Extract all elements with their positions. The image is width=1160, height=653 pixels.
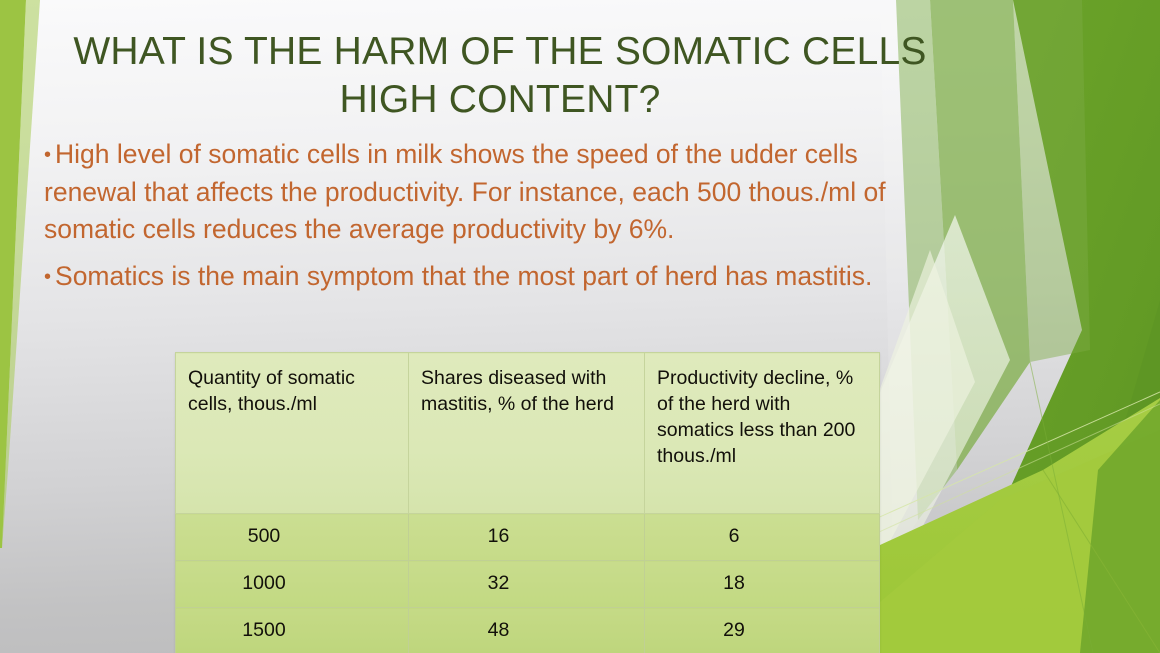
cell-quantity: 500 [175, 513, 409, 561]
column-header-productivity-decline: Productivity decline, % of the herd with… [644, 352, 880, 514]
page-title: What is the harm of the somatic cells hi… [73, 30, 927, 121]
bullet-text: Somatics is the main symptom that the mo… [55, 261, 873, 291]
cell-quantity: 1500 [175, 607, 409, 653]
column-header-quantity: Quantity of somatic cells, thous./ml [175, 352, 409, 514]
cell-shares: 32 [408, 560, 645, 608]
table-row: 1500 48 29 [175, 607, 880, 653]
right-green-panel [935, 0, 1160, 653]
cell-shares: 16 [408, 513, 645, 561]
bullet-text: High level of somatic cells in milk show… [44, 139, 886, 244]
column-header-shares-diseased: Shares diseased with mastitis, % of the … [408, 352, 645, 514]
bullet-item: • High level of somatic cells in milk sho… [44, 136, 924, 248]
cell-quantity: 1000 [175, 560, 409, 608]
title-block: What is the harm of the somatic cells hi… [70, 28, 930, 124]
cell-decline: 29 [644, 607, 880, 653]
data-table: Quantity of somatic cells, thous./ml Sha… [175, 352, 880, 653]
bullet-item: • Somatics is the main symptom that the m… [44, 258, 924, 296]
bullet-dot-icon: • [44, 266, 52, 288]
cell-decline: 6 [644, 513, 880, 561]
left-green-wedge [0, 0, 40, 548]
table-row: 500 16 6 [175, 513, 880, 561]
bullet-dot-icon: • [44, 144, 52, 166]
table-row: 1000 32 18 [175, 560, 880, 608]
cell-shares: 48 [408, 607, 645, 653]
cell-decline: 18 [644, 560, 880, 608]
body-content: • High level of somatic cells in milk sho… [44, 136, 924, 306]
table-header-row: Quantity of somatic cells, thous./ml Sha… [175, 352, 880, 514]
